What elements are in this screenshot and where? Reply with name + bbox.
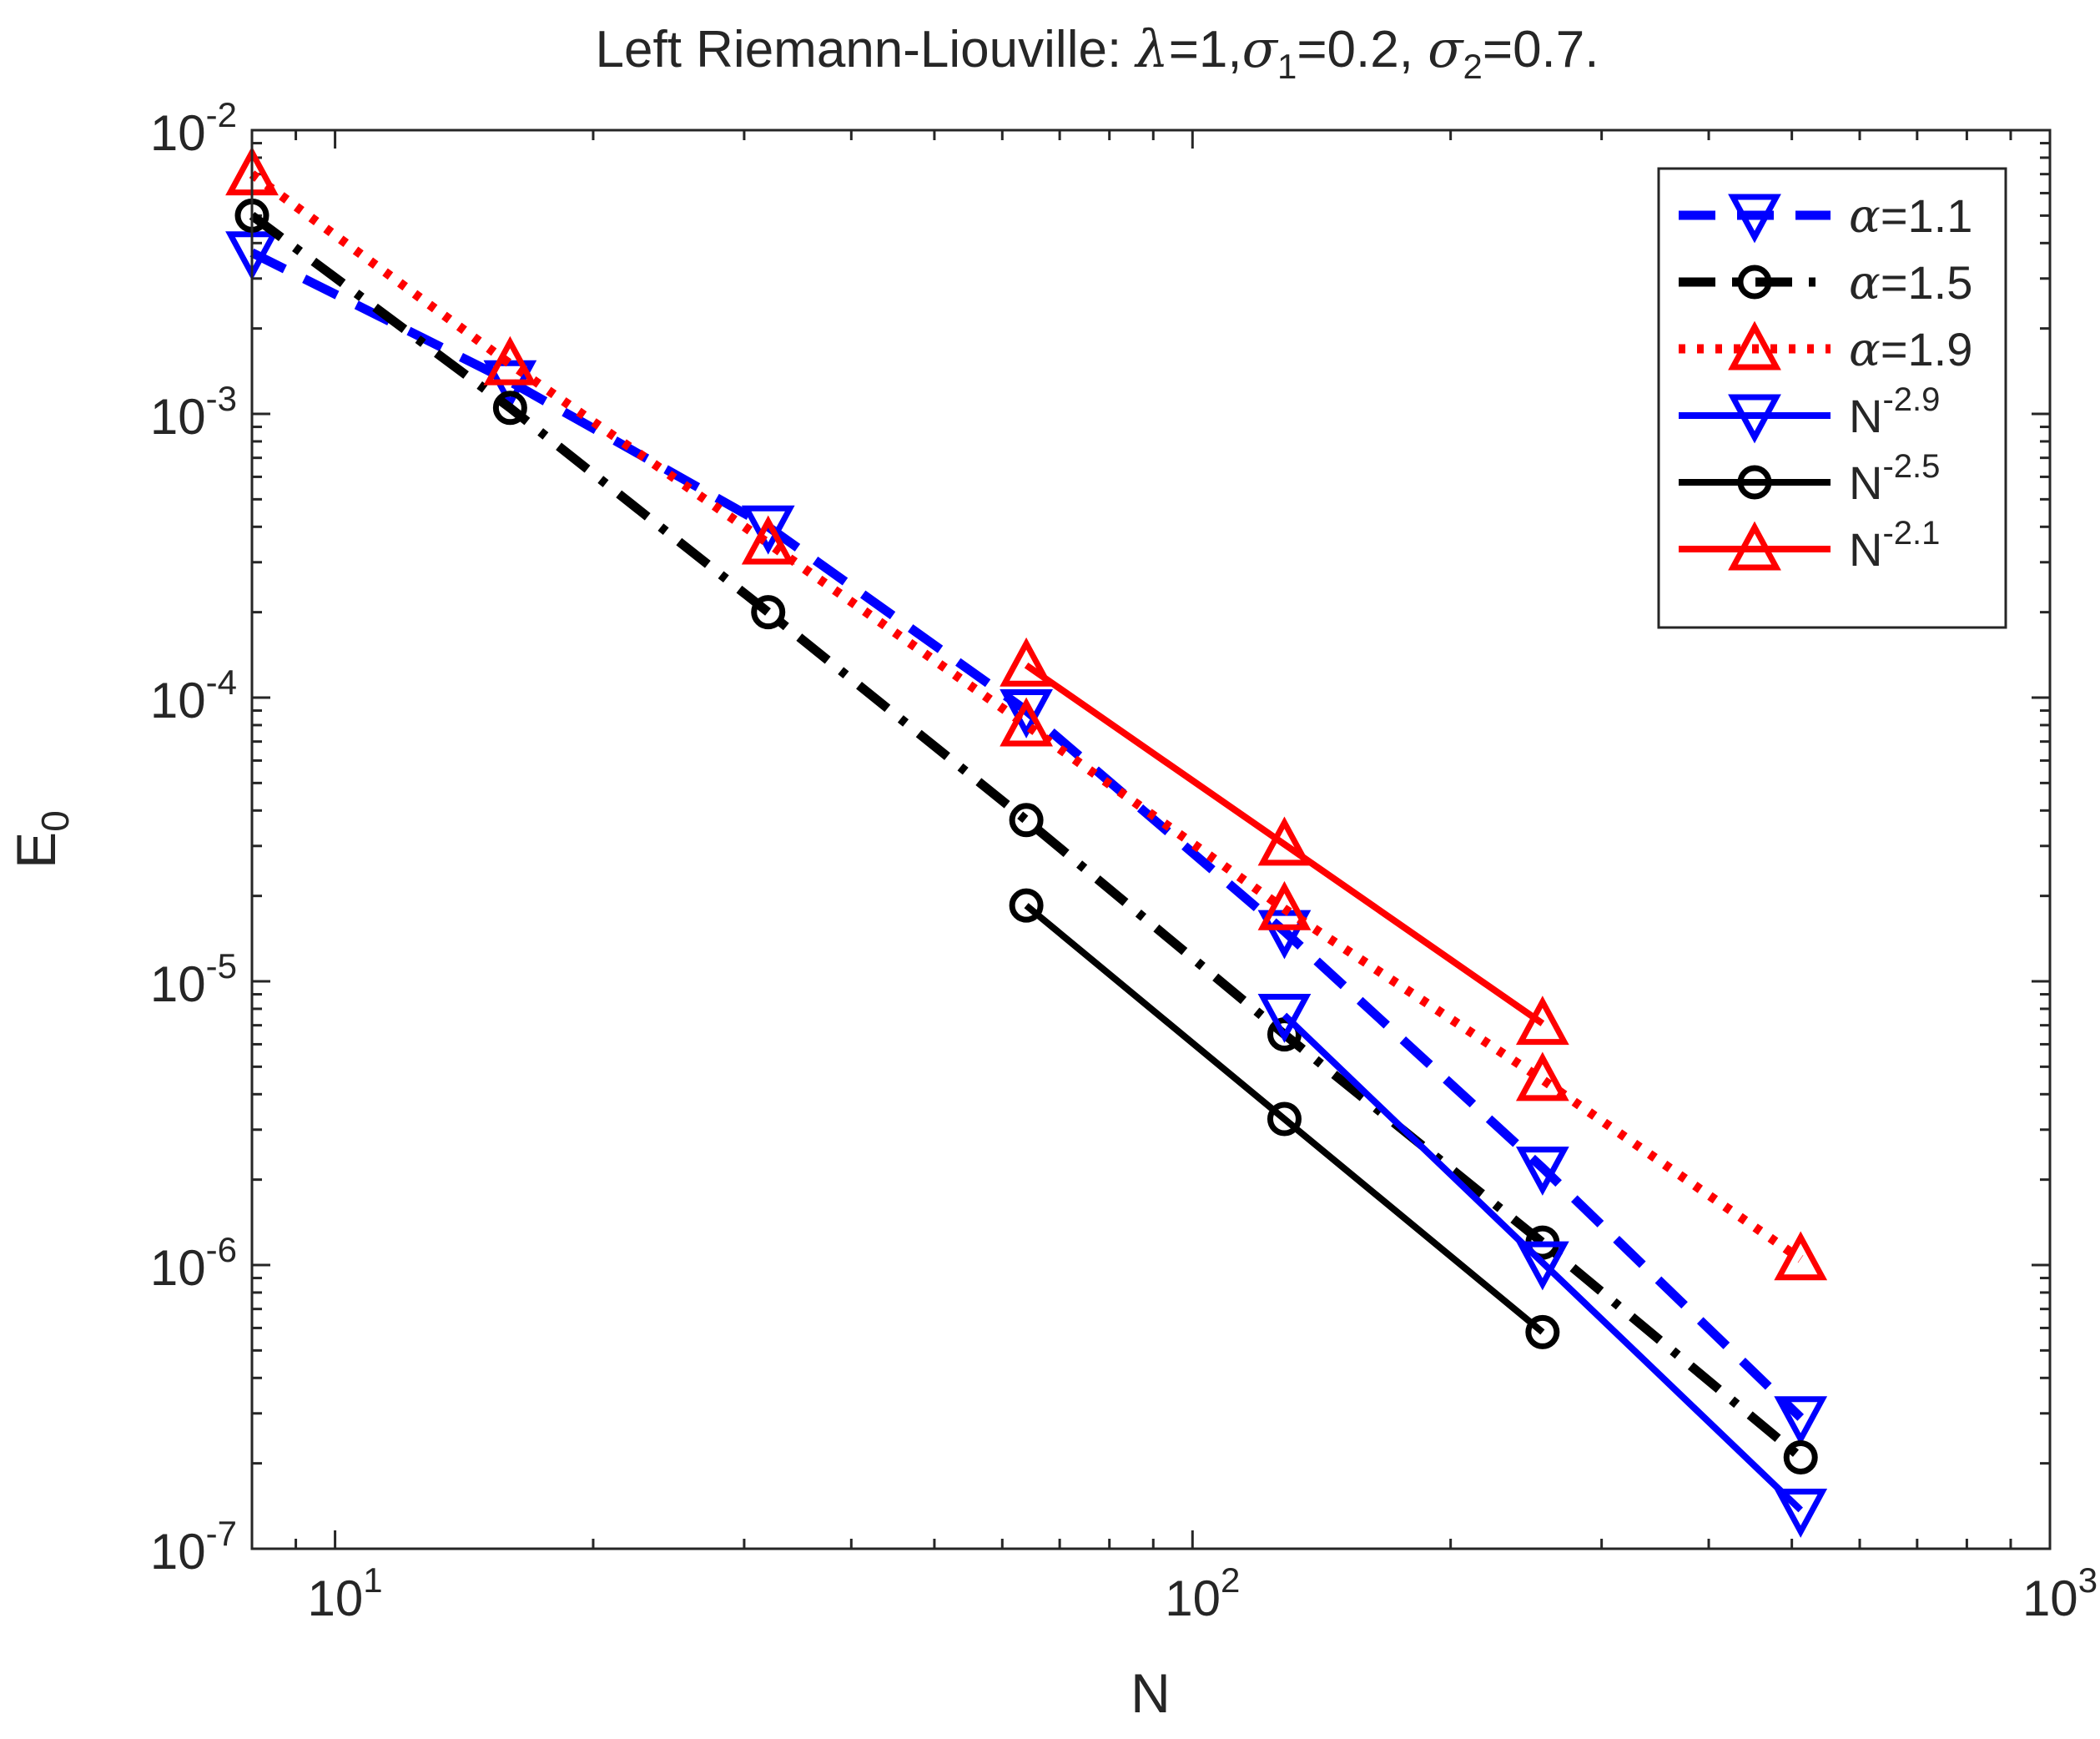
y-tick-label: 10-5 xyxy=(150,946,237,1012)
y-axis-label: E0 xyxy=(5,810,77,869)
legend-label: N-2.5 xyxy=(1849,448,1940,509)
data-point-triangle-down xyxy=(1774,1489,1828,1538)
y-tick-label: 10-6 xyxy=(150,1230,237,1296)
legend-label: N-2.1 xyxy=(1849,515,1940,576)
series-N--2.1 xyxy=(1000,637,1569,1046)
axis-ticks xyxy=(250,129,2052,1550)
title-lambda-value: =1, xyxy=(1169,21,1242,78)
data-point-circle xyxy=(1525,1314,1560,1349)
title-sigma1-sub: 1 xyxy=(1277,47,1297,86)
data-point-circle xyxy=(1009,803,1044,838)
chart-title: Left Riemann-Liouville: λ=1,σ1=0.2, σ2=0… xyxy=(596,18,1599,86)
series-line xyxy=(1282,1012,1803,1513)
data-point-circle xyxy=(1783,1439,1818,1474)
legend-label: α=1.9 xyxy=(1849,323,1972,377)
legend-label: α=1.5 xyxy=(1849,256,1972,310)
y-tick-label: 10-3 xyxy=(150,379,237,445)
data-point-triangle-down xyxy=(741,505,795,555)
legend-entry: α=1.1 xyxy=(1679,189,1972,244)
legend-label: N-2.9 xyxy=(1849,381,1940,442)
title-sigma2-sub: 2 xyxy=(1463,47,1483,86)
legend-entry: N-2.5 xyxy=(1679,448,1940,509)
axis-tick-labels: 101 102 103 10-7 10-6 10-5 10-4 10-3 10-2 xyxy=(150,95,2097,1626)
data-point-triangle-up xyxy=(741,515,795,565)
series-line xyxy=(1024,903,1545,1335)
y-axis-label-group: E0 xyxy=(5,810,77,869)
legend-entry: α=1.5 xyxy=(1679,256,1972,310)
title-sigma1-symbol: σ xyxy=(1242,18,1279,79)
data-point-circle xyxy=(1737,265,1772,300)
title-lambda-symbol: λ xyxy=(1133,18,1168,79)
data-point-triangle-up xyxy=(1728,521,1781,571)
x-tick-label: 102 xyxy=(1165,1560,1240,1626)
data-point-circle xyxy=(492,391,527,426)
data-point-circle xyxy=(1267,1017,1302,1052)
data-point-triangle-down xyxy=(1774,1396,1828,1446)
title-sigma2-value: =0.7. xyxy=(1483,21,1599,78)
data-point-triangle-up xyxy=(1515,1051,1569,1101)
series--1.9 xyxy=(225,146,1828,1281)
series-line xyxy=(249,248,1805,1421)
data-point-circle xyxy=(1737,465,1772,500)
data-series xyxy=(225,146,1828,1538)
data-point-triangle-down xyxy=(1257,994,1312,1043)
legend-entries: α=1.1 α=1.5 α=1.9N-2.9N-2.5N-2.1 xyxy=(1679,189,1972,576)
legend-entry: N-2.1 xyxy=(1679,515,1940,576)
data-point-circle xyxy=(751,595,786,630)
x-tick-label: 101 xyxy=(308,1560,383,1626)
x-tick-label: 103 xyxy=(2022,1560,2097,1626)
data-point-triangle-up xyxy=(1257,880,1312,930)
legend-entry: N-2.9 xyxy=(1679,381,1940,444)
x-axis-label: N xyxy=(1131,1662,1171,1724)
title-prefix: Left Riemann-Liouville: xyxy=(596,21,1136,78)
title-sigma1-value: =0.2, xyxy=(1297,21,1428,78)
data-point-circle xyxy=(1009,888,1044,923)
legend: α=1.1 α=1.5 α=1.9N-2.9N-2.5N-2.1 xyxy=(1657,167,2007,629)
data-point-triangle-down xyxy=(1000,689,1053,738)
legend-entry: α=1.9 xyxy=(1679,320,1972,377)
y-tick-label: 10-7 xyxy=(150,1514,237,1580)
y-tick-label: 10-2 xyxy=(150,95,237,161)
data-point-triangle-up xyxy=(1257,816,1312,866)
data-point-triangle-down xyxy=(1515,1241,1569,1291)
series-N--2.9 xyxy=(1257,994,1828,1538)
series-line xyxy=(249,211,1804,1461)
y-tick-label: 10-4 xyxy=(150,663,237,728)
data-point-triangle-up xyxy=(1000,637,1053,687)
data-point-triangle-up xyxy=(1728,320,1781,370)
legend-label: α=1.1 xyxy=(1849,189,1972,244)
series-N--2.5 xyxy=(1009,888,1560,1349)
data-point-triangle-up xyxy=(1515,996,1569,1046)
y-axis-label-base: E xyxy=(5,832,67,869)
data-point-triangle-up xyxy=(483,335,537,386)
plot-frame xyxy=(250,129,2052,1550)
data-point-triangle-down xyxy=(1515,1147,1569,1196)
data-point-triangle-up xyxy=(1000,697,1053,747)
y-axis-label-sub: 0 xyxy=(33,810,77,832)
data-point-triangle-down xyxy=(1728,394,1781,444)
data-point-triangle-down xyxy=(1728,194,1781,244)
title-sigma2-symbol: σ xyxy=(1428,18,1464,79)
data-point-circle xyxy=(1267,1101,1302,1137)
data-point-triangle-up xyxy=(1774,1231,1828,1281)
series-line xyxy=(1024,662,1545,1026)
